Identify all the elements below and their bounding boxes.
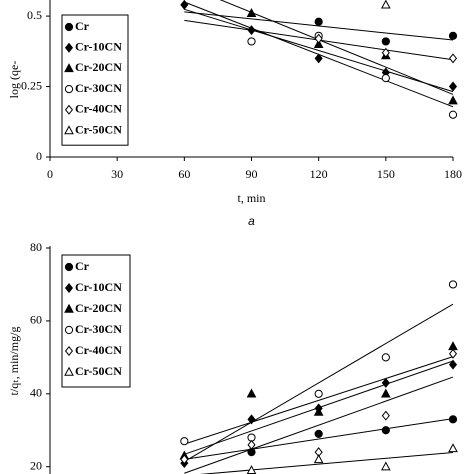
point <box>380 461 391 471</box>
legend-marker <box>64 42 74 53</box>
point <box>180 437 189 446</box>
point <box>448 280 458 289</box>
x-tick-label: 60 <box>178 167 190 181</box>
legend-label: Cr <box>75 19 90 33</box>
legend-marker <box>64 104 74 115</box>
point <box>381 426 390 435</box>
y-axis-label: log (qe- <box>7 61 21 99</box>
point <box>314 17 323 26</box>
x-tick-label: 180 <box>444 167 462 181</box>
point <box>448 95 458 105</box>
legend-label: Cr-40CN <box>75 102 122 116</box>
legend-label: Cr-20CN <box>75 301 122 315</box>
legend-box <box>61 254 131 388</box>
legend-label: Cr-20CN <box>75 60 122 74</box>
x-tick-label: 150 <box>377 167 395 181</box>
trend-line <box>184 418 454 460</box>
point <box>448 31 458 40</box>
x-tick-label: 90 <box>246 167 258 181</box>
point <box>314 53 323 64</box>
point <box>381 353 390 362</box>
point <box>247 37 256 46</box>
point <box>314 33 323 44</box>
legend-marker <box>64 366 74 376</box>
point <box>448 415 458 424</box>
trend-line <box>184 376 454 474</box>
legend-marker <box>64 303 74 313</box>
point <box>381 37 390 46</box>
point <box>380 0 391 9</box>
point <box>448 341 458 351</box>
legend-label: Cr-30CN <box>75 322 122 336</box>
legend-marker <box>64 262 74 272</box>
point <box>313 454 324 464</box>
point <box>314 429 323 439</box>
point <box>381 377 390 388</box>
point <box>448 348 458 359</box>
trend-line <box>184 8 454 93</box>
y-tick-label: 20 <box>30 458 42 472</box>
legend-marker <box>64 63 74 73</box>
trend-line <box>184 11 454 41</box>
legend-label: Cr-40CN <box>75 343 122 357</box>
point <box>448 53 458 64</box>
point <box>381 410 390 421</box>
legend-label: Cr-10CN <box>75 39 122 53</box>
legend-label: Cr <box>75 259 90 273</box>
y-tick-label: 0 <box>36 149 42 163</box>
legend-label: Cr-50CN <box>75 122 122 136</box>
point <box>246 388 257 398</box>
point <box>448 110 458 119</box>
y-tick-label: 80 <box>30 240 42 254</box>
legend-label: Cr-50CN <box>75 364 122 378</box>
point <box>448 443 458 453</box>
point <box>247 25 256 36</box>
legend-label: Cr-10CN <box>75 280 122 294</box>
point <box>448 81 458 92</box>
point <box>180 454 189 465</box>
legend-marker <box>64 325 74 335</box>
point <box>313 406 324 416</box>
point <box>247 439 256 450</box>
trend-line <box>184 303 454 463</box>
legend-label: Cr-30CN <box>75 81 122 95</box>
point <box>180 0 189 10</box>
legend-marker <box>64 85 74 94</box>
point <box>313 39 324 48</box>
y-tick-label: 0.25 <box>21 78 42 92</box>
x-tick-label: 120 <box>310 167 328 181</box>
y-tick-label: 60 <box>30 313 42 327</box>
legend-box <box>61 14 129 146</box>
point <box>314 389 323 398</box>
legend-marker <box>64 22 74 32</box>
plot-area <box>180 0 458 119</box>
plot-area <box>179 280 458 474</box>
legend-marker <box>64 346 74 356</box>
trend-line <box>184 356 454 445</box>
y-tick-label: 40 <box>30 386 42 400</box>
point <box>381 73 390 83</box>
legend-marker <box>64 125 74 135</box>
y-tick-label: 0.5 <box>27 8 42 22</box>
point <box>246 8 257 17</box>
trend-line <box>199 451 454 474</box>
legend-marker <box>64 283 74 293</box>
caption: a <box>248 214 255 228</box>
x-tick-label: 0 <box>47 167 53 181</box>
point <box>380 388 391 398</box>
y-axis-label: t/qₜ, min/mg/g <box>7 327 21 396</box>
point <box>448 359 458 370</box>
point <box>247 414 256 425</box>
point <box>381 47 390 58</box>
x-tick-label: 30 <box>111 167 123 181</box>
x-axis-label: t, min <box>237 191 265 205</box>
